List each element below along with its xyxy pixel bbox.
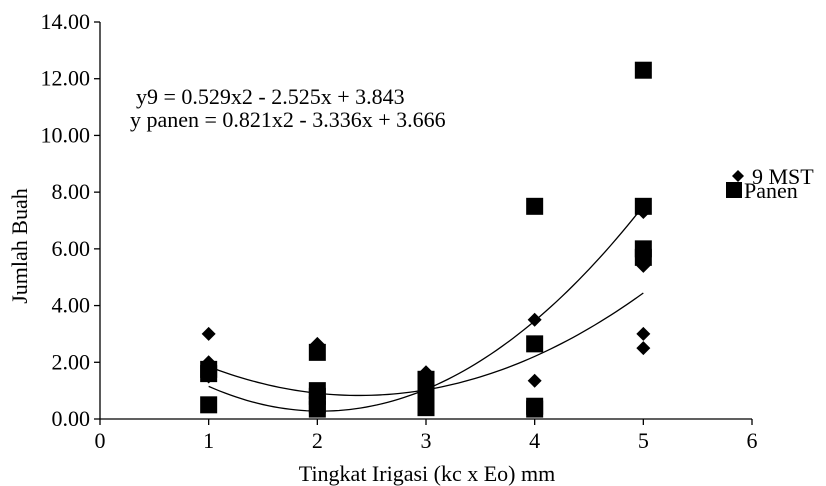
x-axis-title: Tingkat Irigasi (kc x Eo) mm <box>299 461 555 486</box>
equation-panen: y panen = 0.821x2 - 3.336x + 3.666 <box>130 107 446 132</box>
y-tick-label: 14.00 <box>41 9 91 34</box>
point-panen <box>634 248 652 266</box>
x-tick-label: 6 <box>747 428 758 453</box>
point-9-mst <box>636 341 651 356</box>
point-panen <box>526 197 544 215</box>
y-tick-label: 4.00 <box>52 293 91 318</box>
legend-label-panen: Panen <box>744 178 798 203</box>
point-panen <box>526 400 544 418</box>
legend-marker-panen-square <box>726 182 742 198</box>
y-axis-title: Jumlah Buah <box>7 188 32 304</box>
y-tick-label: 6.00 <box>52 236 91 261</box>
x-tick-label: 2 <box>312 428 323 453</box>
axes: 0.00 2.00 4.00 6.00 8.00 10.00 12.00 14.00 0 1 2 3 4… <box>41 9 758 453</box>
x-tick-label: 0 <box>95 428 106 453</box>
x-tick-label: 1 <box>203 428 214 453</box>
point-panen <box>634 61 652 79</box>
point-panen <box>308 343 326 361</box>
x-tick-label: 4 <box>529 428 540 453</box>
equation-9mst: y9 = 0.529x2 - 2.525x + 3.843 <box>136 84 405 109</box>
point-9-mst <box>636 326 651 341</box>
point-panen <box>200 396 218 414</box>
point-panen <box>526 335 544 353</box>
y-tick-label: 8.00 <box>52 179 91 204</box>
point-panen <box>417 399 435 417</box>
point-9-mst <box>527 373 542 388</box>
point-9-mst <box>527 312 542 327</box>
legend-marker-9mst <box>732 170 744 182</box>
x-tick-label: 3 <box>421 428 432 453</box>
point-9-mst <box>201 326 216 341</box>
x-tick-label: 5 <box>638 428 649 453</box>
point-panen <box>634 197 652 215</box>
legend-label-9mst: 9 MST <box>752 164 814 189</box>
y-tick-label: 2.00 <box>52 349 91 374</box>
y-tick-label: 0.00 <box>52 406 91 431</box>
point-panen <box>200 365 218 383</box>
y-tick-label: 12.00 <box>41 66 91 91</box>
data-points <box>200 61 652 418</box>
legend: 9 MST Panen <box>726 164 814 203</box>
y-tick-label: 10.00 <box>41 122 91 147</box>
point-panen <box>308 400 326 418</box>
